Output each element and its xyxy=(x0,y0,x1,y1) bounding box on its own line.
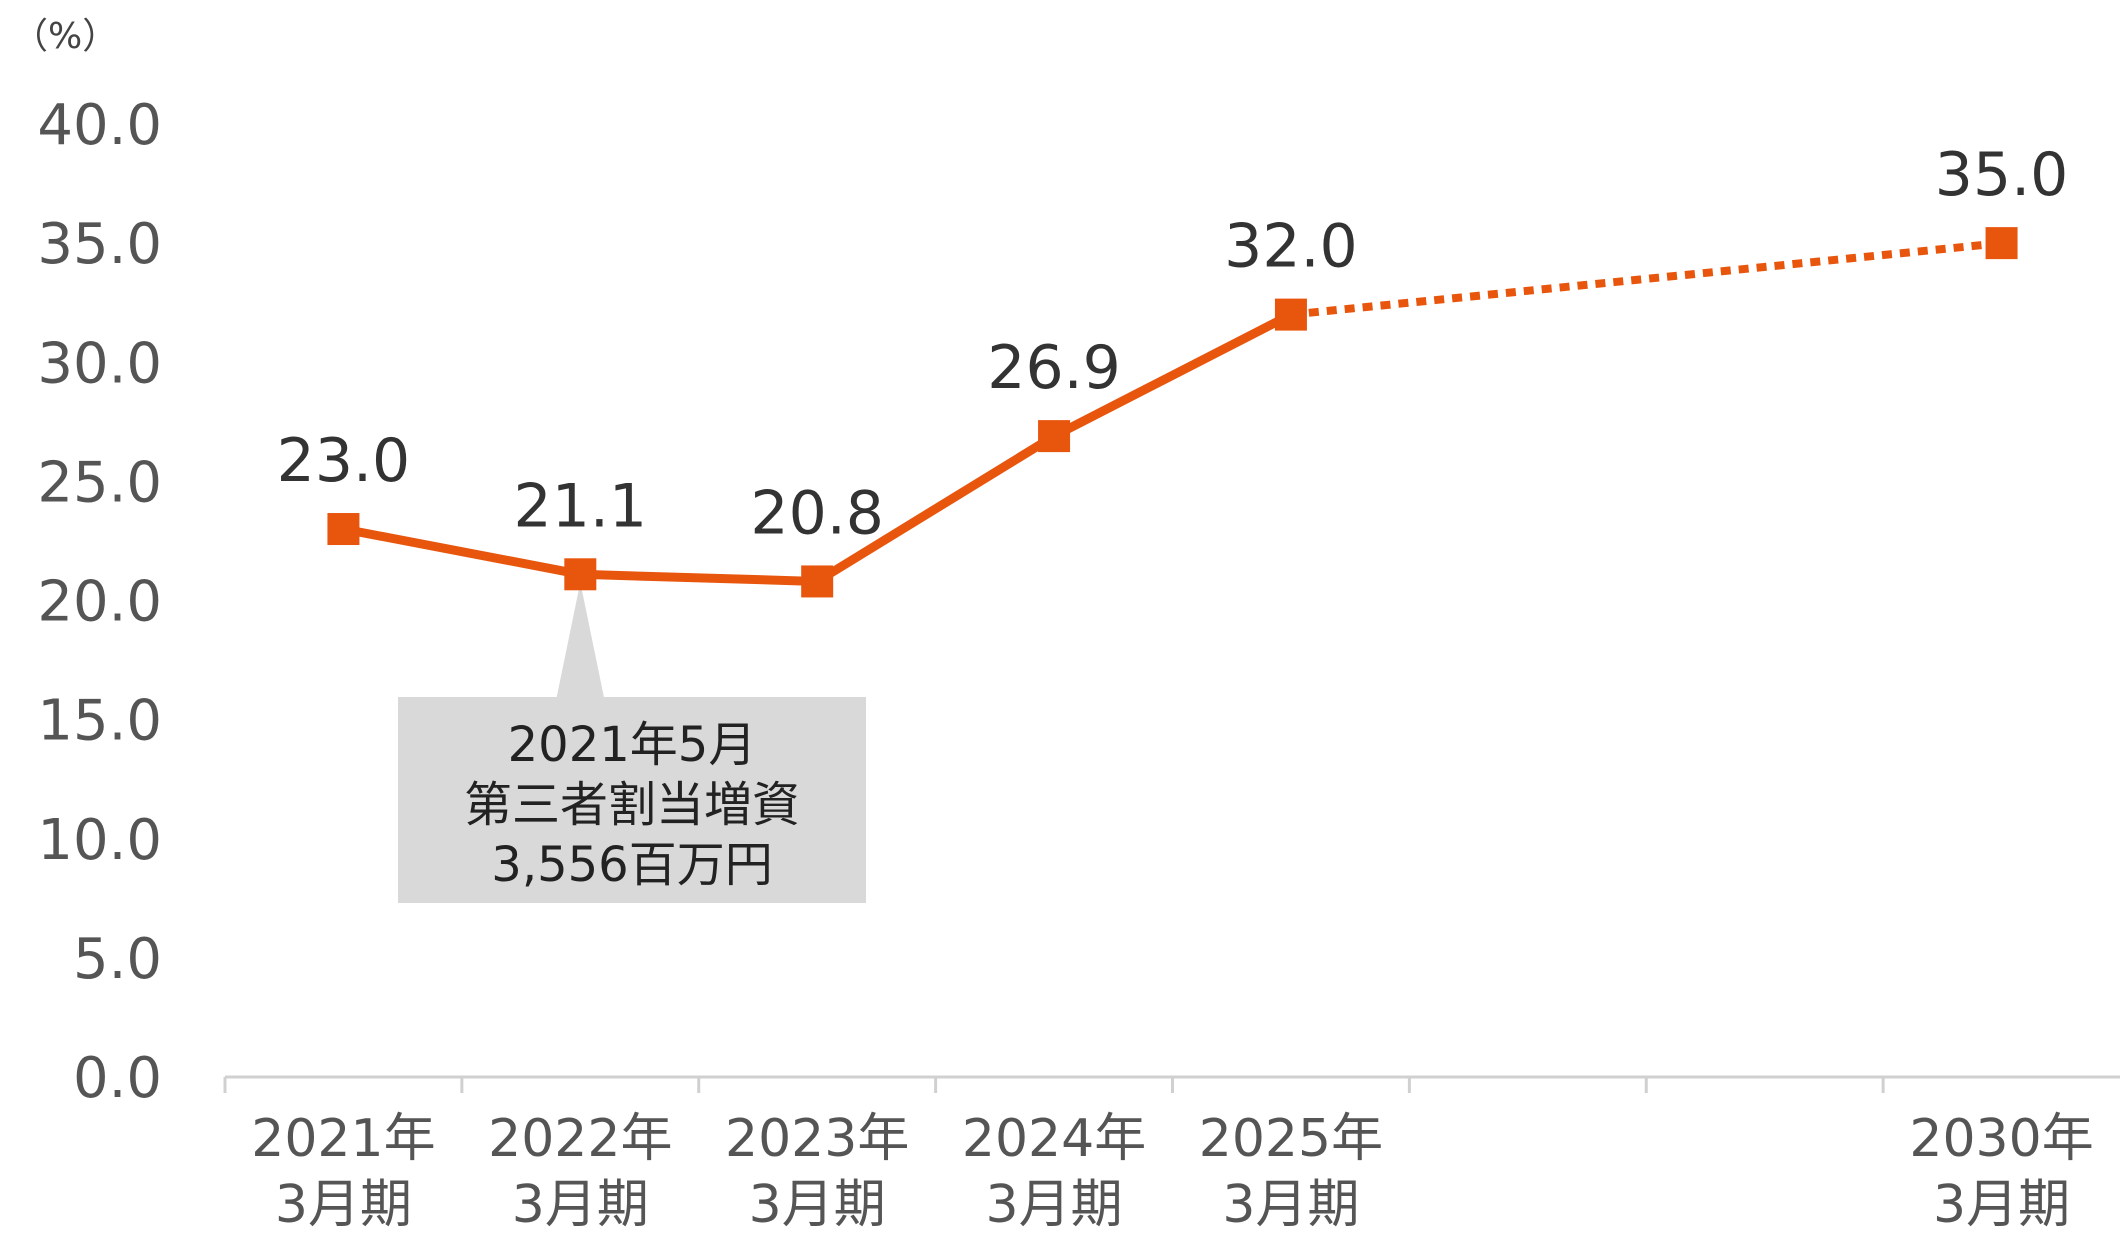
data-point-marker xyxy=(1985,227,2018,260)
data-point-marker xyxy=(1038,420,1071,453)
series-line-segment xyxy=(342,524,582,579)
callout-text-line: 3,556百万円 xyxy=(491,837,772,893)
data-label: 26.9 xyxy=(987,333,1121,403)
data-label: 23.0 xyxy=(277,426,411,496)
y-tick-label: 40.0 xyxy=(37,93,162,158)
data-label: 35.0 xyxy=(1935,140,2069,210)
series-line-projection xyxy=(1290,239,2002,319)
data-point-marker xyxy=(564,558,597,591)
x-tick-label: 3月期 xyxy=(749,1175,886,1235)
x-tick-label: 2022年 xyxy=(488,1109,672,1169)
y-tick-label: 10.0 xyxy=(37,808,162,873)
x-tick-label: 2021年 xyxy=(251,1109,435,1169)
callout-text-line: 2021年5月 xyxy=(508,717,757,773)
series-markers xyxy=(327,227,2018,598)
series-lines xyxy=(342,239,2002,586)
y-tick-label: 25.0 xyxy=(37,450,162,515)
callout-pointer xyxy=(556,582,605,699)
data-label: 21.1 xyxy=(514,471,648,541)
y-tick-label: 15.0 xyxy=(37,689,162,754)
callout-text-line: 第三者割当増資 xyxy=(464,777,800,833)
data-point-marker xyxy=(801,565,834,598)
x-tick-label: 2025年 xyxy=(1199,1109,1383,1169)
x-tick-label: 2030年 xyxy=(1909,1109,2093,1169)
x-tick-label: 3月期 xyxy=(512,1175,649,1235)
series-line-segment xyxy=(580,569,818,586)
data-label: 32.0 xyxy=(1224,212,1358,282)
data-labels: 23.0 21.1 20.8 26.9 32.0 35.0 xyxy=(277,140,2069,548)
data-point-marker xyxy=(327,513,360,546)
y-tick-label: 35.0 xyxy=(37,212,162,277)
y-tick-label: 20.0 xyxy=(37,570,162,635)
series-line-segment xyxy=(814,432,1057,586)
series-line-segment xyxy=(1052,310,1293,441)
x-axis: 2021年3月期2022年3月期2023年3月期2024年3月期2025年3月期… xyxy=(223,1075,2120,1235)
y-axis-unit-label: （%） xyxy=(12,16,118,57)
x-tick-label: 3月期 xyxy=(1933,1175,2070,1235)
callout-box xyxy=(398,697,866,903)
x-tick-label: 2024年 xyxy=(962,1109,1146,1169)
x-tick-label: 3月期 xyxy=(1222,1175,1359,1235)
x-tick-label: 2023年 xyxy=(725,1109,909,1169)
y-tick-label: 30.0 xyxy=(37,331,162,396)
y-tick-label: 0.0 xyxy=(73,1046,162,1111)
x-tick-label: 3月期 xyxy=(986,1175,1123,1235)
x-tick-label: 3月期 xyxy=(275,1175,412,1235)
y-tick-label: 5.0 xyxy=(73,927,162,992)
y-axis-ticks: 0.0 5.0 10.0 15.0 20.0 25.0 30.0 35.0 40.0 xyxy=(37,93,162,1111)
data-label: 20.8 xyxy=(750,478,884,548)
data-point-marker xyxy=(1274,298,1307,331)
